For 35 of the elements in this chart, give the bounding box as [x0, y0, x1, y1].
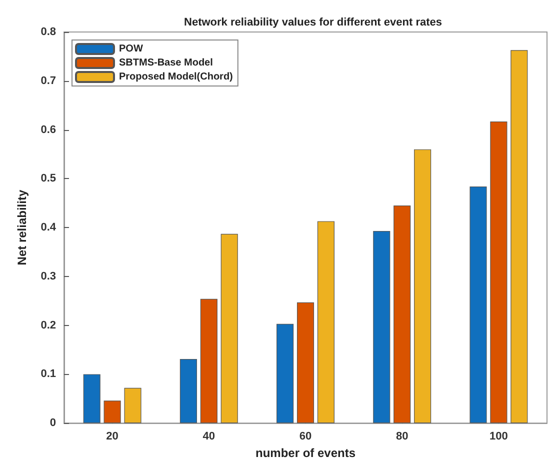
bar — [510, 50, 528, 424]
bar — [490, 121, 508, 424]
bar — [414, 149, 432, 424]
legend-label: SBTMS-Base Model — [119, 58, 214, 68]
bar — [180, 359, 197, 424]
bar — [470, 186, 487, 424]
bar — [220, 234, 238, 424]
bar — [83, 374, 100, 424]
x-tick-label: 100 — [490, 430, 508, 443]
y-tick-label: 0.7 — [40, 74, 56, 87]
x-tick-label: 60 — [299, 430, 312, 443]
bar — [124, 388, 142, 424]
y-tick-label: 0 — [50, 417, 56, 430]
bar — [394, 206, 411, 424]
x-tick-label: 80 — [396, 430, 408, 443]
bar — [104, 400, 121, 424]
bar — [373, 230, 390, 424]
bar — [317, 221, 334, 424]
y-tick-label: 0.5 — [40, 172, 56, 185]
x-tick-label: 20 — [106, 430, 118, 443]
y-tick-label: 0.6 — [40, 124, 56, 136]
y-tick-label: 0.8 — [40, 26, 56, 38]
x-tick-label: 40 — [202, 430, 216, 443]
legend-label: Proposed Model(Chord) — [119, 72, 233, 82]
chart-title: Network reliability values for different event rates — [184, 16, 442, 28]
y-tick-label: 0.4 — [40, 222, 57, 234]
y-tick-label: 0.1 — [40, 368, 56, 380]
y-tick-label: 0.2 — [40, 319, 56, 332]
legend-label: POW — [119, 44, 144, 54]
bar — [276, 324, 294, 424]
y-axis-title: Net reliability — [15, 190, 29, 266]
y-tick-label: 0.3 — [40, 270, 56, 282]
bar — [200, 298, 218, 424]
bar — [296, 302, 314, 424]
x-axis-title: number of events — [255, 446, 356, 460]
